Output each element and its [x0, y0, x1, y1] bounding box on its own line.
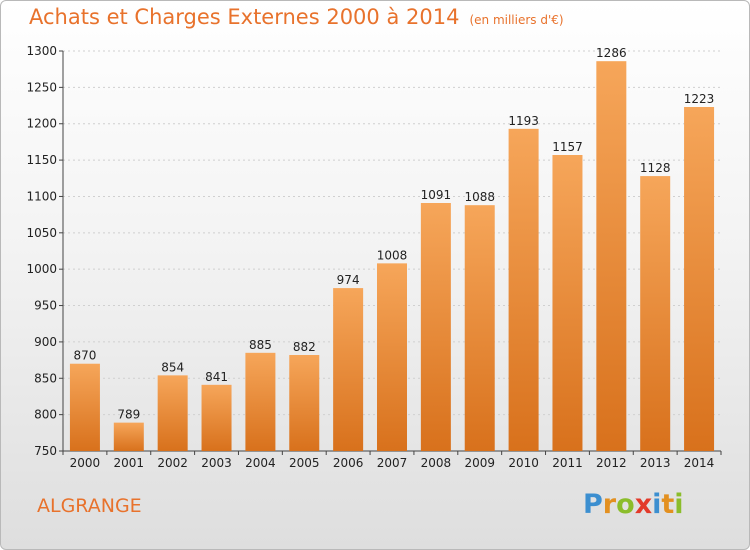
x-tick-label: 2010	[508, 456, 539, 470]
proxiti-logo: Proxiti	[583, 489, 684, 520]
y-tick-label: 800	[34, 408, 57, 422]
value-label: 1286	[596, 46, 627, 60]
y-tick-label: 1300	[26, 44, 57, 58]
logo-letter: i	[652, 489, 661, 520]
value-label: 1223	[684, 92, 715, 106]
y-tick-label: 950	[34, 299, 57, 313]
y-tick-label: 1100	[26, 189, 57, 203]
x-tick-label: 2005	[289, 456, 320, 470]
value-label: 870	[73, 349, 96, 363]
value-label: 882	[293, 340, 316, 354]
value-label: 1091	[421, 188, 452, 202]
x-tick-label: 2014	[684, 456, 715, 470]
bar-chart: 750 800 850 900 950 1000 1050 1100 1150 1200 1250 1…	[1, 1, 750, 550]
bar-2009	[465, 205, 495, 451]
x-tick-label: 2012	[596, 456, 627, 470]
x-tick-label: 2004	[245, 456, 276, 470]
y-tick-label: 750	[34, 444, 57, 458]
bar-2005	[289, 355, 319, 451]
bar-2008	[421, 203, 451, 451]
bar-2002	[158, 375, 188, 451]
bar-2003	[202, 385, 232, 451]
logo-letter: o	[616, 489, 635, 520]
value-label: 1193	[508, 114, 539, 128]
x-tick-label: 2002	[157, 456, 188, 470]
bar-2011	[552, 155, 582, 451]
logo-letter: r	[603, 489, 616, 520]
value-label: 1128	[640, 161, 671, 175]
bar-2004	[245, 353, 275, 451]
y-tick-label: 1150	[26, 153, 57, 167]
bar-2001	[114, 423, 144, 451]
x-tick-label: 2007	[377, 456, 408, 470]
value-label: 841	[205, 370, 228, 384]
x-tick-label: 2013	[640, 456, 671, 470]
value-label: 854	[161, 360, 184, 374]
y-tick-label: 1200	[26, 117, 57, 131]
x-tick-label: 2009	[464, 456, 495, 470]
bar-2000	[70, 364, 100, 451]
x-tick-label: 2011	[552, 456, 583, 470]
y-tick-label: 850	[34, 371, 57, 385]
chart-frame: Achats et Charges Externes 2000 à 2014 (e…	[0, 0, 750, 550]
x-tick-label: 2001	[114, 456, 145, 470]
bar-2006	[333, 288, 363, 451]
x-tick-label: 2008	[421, 456, 452, 470]
bar-2010	[509, 129, 539, 451]
y-tick-label: 900	[34, 335, 57, 349]
bar-2014	[684, 107, 714, 451]
x-tick-label: 2000	[70, 456, 101, 470]
x-tick-label: 2006	[333, 456, 364, 470]
value-label: 974	[337, 273, 360, 287]
logo-letter: t	[661, 489, 674, 520]
bar-2007	[377, 263, 407, 451]
bar-2012	[596, 61, 626, 451]
logo-letter: P	[583, 489, 603, 520]
logo-letter: x	[635, 489, 652, 520]
bar-2013	[640, 176, 670, 451]
value-label: 789	[117, 408, 140, 422]
y-tick-label: 1000	[26, 262, 57, 276]
y-tick-label: 1050	[26, 226, 57, 240]
location-label: ALGRANGE	[37, 495, 142, 517]
logo-letter: i	[674, 489, 683, 520]
value-label: 1157	[552, 140, 583, 154]
x-tick-label: 2003	[201, 456, 232, 470]
value-label: 1008	[377, 248, 408, 262]
y-tick-label: 1250	[26, 80, 57, 94]
value-label: 1088	[464, 190, 495, 204]
value-label: 885	[249, 338, 272, 352]
